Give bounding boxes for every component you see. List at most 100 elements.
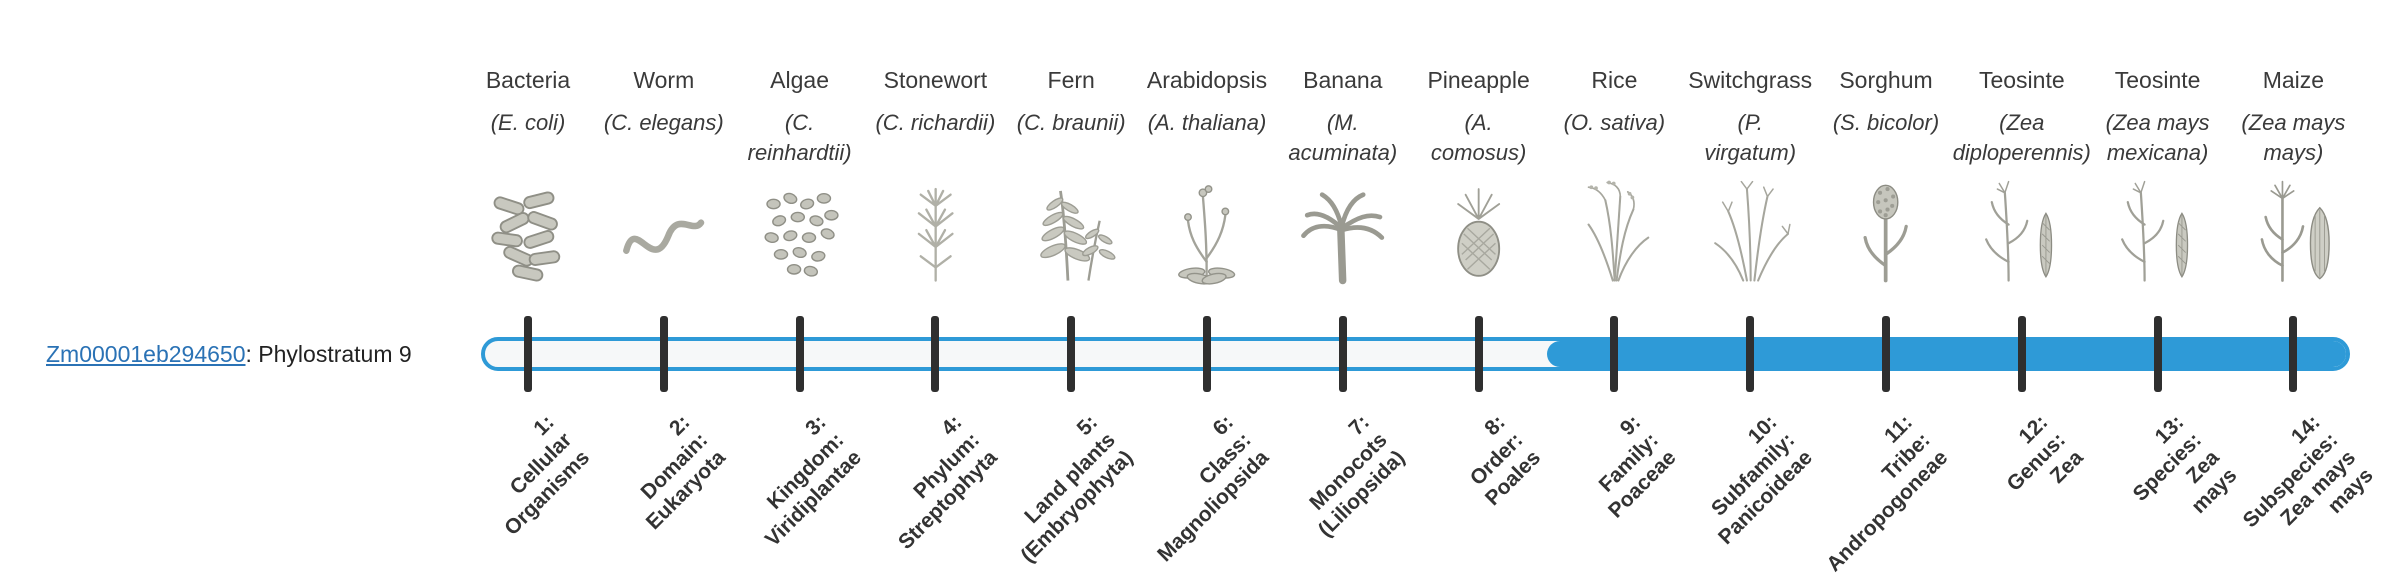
stratum-column: Worm (C. elegans) bbox=[554, 66, 774, 288]
species-line: (C. elegans) bbox=[603, 110, 724, 135]
stratum-column: Sorghum (S. bicolor) bbox=[1776, 66, 1996, 288]
phylostratum-tick bbox=[2289, 316, 2298, 392]
organism-species-name: (C. elegans) bbox=[554, 108, 774, 168]
gene-phylostratum-text: : Phylostratum 9 bbox=[245, 341, 412, 367]
gene-label: Zm00001eb294650: Phylostratum 9 bbox=[46, 341, 412, 368]
organism-name: Fern bbox=[1047, 67, 1095, 93]
phylostratum-tick bbox=[659, 316, 668, 392]
organism-species-name: (P. virgatum) bbox=[1640, 108, 1860, 168]
stage-label: 1: Cellular Organisms bbox=[464, 410, 595, 541]
organism-species-name: (C. richardii) bbox=[825, 108, 1045, 168]
species-line: mays) bbox=[2263, 140, 2324, 165]
species-line: comosus) bbox=[1430, 140, 1527, 165]
organism-name: Teosinte bbox=[2114, 67, 2201, 93]
stage-label: 13: Species: Zea mays bbox=[2111, 410, 2243, 542]
organism-species-name: (S. bicolor) bbox=[1776, 108, 1996, 168]
gene-id-link[interactable]: Zm00001eb294650 bbox=[46, 341, 246, 367]
organism-species-name: (O. sativa) bbox=[1504, 108, 1724, 168]
stage-label: 11: Tribe: Andropogoneae bbox=[1786, 410, 1953, 577]
species-line: mexicana) bbox=[2106, 140, 2209, 165]
organism-name: Banana bbox=[1303, 67, 1383, 93]
stratum-column: Banana (M. acuminata) bbox=[1233, 66, 1453, 288]
phylostratum-tick bbox=[1203, 316, 1211, 392]
organism-species-name: (E. coli) bbox=[418, 108, 638, 168]
arabidopsis-icon bbox=[1097, 170, 1317, 288]
banana-icon bbox=[1233, 170, 1453, 288]
phylostratum-tick bbox=[524, 316, 532, 392]
stage-label: 7: Monocots (Liliopsida) bbox=[1278, 410, 1410, 542]
organism-species-name: (A. thaliana) bbox=[1097, 108, 1317, 168]
stage-label: 3: Kingdom: Viridiplantae bbox=[725, 410, 867, 552]
organism-name: Maize bbox=[2262, 67, 2325, 93]
species-line: (Zea bbox=[1999, 110, 2045, 135]
species-line: (M. bbox=[1326, 110, 1359, 135]
organism-species-name: (Zea diploperennis) bbox=[1912, 108, 2132, 168]
algae-icon bbox=[690, 170, 910, 288]
fern-icon bbox=[961, 170, 1181, 288]
species-line: virgatum) bbox=[1704, 140, 1797, 165]
stratum-column: Maize (Zea mays mays) bbox=[2183, 66, 2400, 288]
species-line: acuminata) bbox=[1288, 140, 1398, 165]
species-line: (O. sativa) bbox=[1563, 110, 1666, 135]
organism-species-name: (A. comosus) bbox=[1369, 108, 1589, 168]
stratum-column: Arabidopsis (A. thaliana) bbox=[1097, 66, 1317, 288]
maize-icon bbox=[2183, 170, 2400, 288]
species-line: (P. bbox=[1737, 110, 1763, 135]
species-line: (E. coli) bbox=[490, 110, 566, 135]
organism-species-name: (Zea mays mays) bbox=[2183, 108, 2400, 168]
switchgrass-icon bbox=[1640, 170, 1860, 288]
phylostratum-tick bbox=[1338, 316, 1347, 392]
organism-name: Teosinte bbox=[1978, 67, 2065, 93]
phylostratum-tick bbox=[1067, 316, 1076, 392]
stratum-column: Fern (C. braunii) bbox=[961, 66, 1181, 288]
stage-label: 9: Family: Poaceae bbox=[1568, 410, 1681, 523]
phylostratum-tick bbox=[1610, 316, 1619, 392]
organism-name: Sorghum bbox=[1839, 67, 1933, 93]
species-line: (C. richardii) bbox=[875, 110, 996, 135]
organism-name: Switchgrass bbox=[1688, 67, 1813, 93]
organism-name: Bacteria bbox=[485, 67, 571, 93]
phylostratum-tick bbox=[931, 316, 940, 392]
phylostratum-tick bbox=[1882, 316, 1890, 392]
species-line: reinhardtii) bbox=[747, 140, 852, 165]
organism-species-name: (Zea mays mexicana) bbox=[2048, 108, 2268, 168]
organism-name: Arabidopsis bbox=[1146, 67, 1268, 93]
teosinte-mexicana-icon bbox=[2048, 170, 2268, 288]
phylostratum-tick bbox=[1746, 316, 1755, 392]
organism-name: Stonewort bbox=[883, 67, 988, 93]
stratum-column: Teosinte (Zea diploperennis) bbox=[1912, 66, 2132, 288]
organism-species-name: (C. reinhardtii) bbox=[690, 108, 910, 168]
stratum-column: Rice (O. sativa) bbox=[1504, 66, 1724, 288]
organism-name: Algae bbox=[770, 67, 829, 93]
stage-label: 5: Land plants (Embryophyta) bbox=[980, 410, 1138, 568]
species-line: (S. bicolor) bbox=[1832, 110, 1940, 135]
organism-species-name: (C. braunii) bbox=[961, 108, 1181, 168]
teosinte-diploperennis-icon bbox=[1912, 170, 2132, 288]
worm-icon bbox=[554, 170, 774, 288]
stage-label: 8: Order: Poales bbox=[1445, 410, 1546, 511]
species-line: (Zea mays bbox=[2241, 110, 2346, 135]
stratum-column: Switchgrass (P. virgatum) bbox=[1640, 66, 1860, 288]
species-line: (C. bbox=[784, 110, 815, 135]
phylostratum-track bbox=[481, 337, 2350, 371]
phylostratum-tick bbox=[795, 316, 804, 392]
rice-icon bbox=[1504, 170, 1724, 288]
sorghum-icon bbox=[1776, 170, 1996, 288]
phylostratum-tick bbox=[2017, 316, 2026, 392]
organism-name: Worm bbox=[633, 67, 695, 93]
bacteria-icon bbox=[418, 170, 638, 288]
stratum-column: Teosinte (Zea mays mexicana) bbox=[2048, 66, 2268, 288]
species-line: (A. thaliana) bbox=[1147, 110, 1267, 135]
stage-label: 14: Subspecies: Zea mays mays bbox=[2220, 410, 2378, 568]
species-line: (Zea mays bbox=[2105, 110, 2210, 135]
stage-label: 2: Domain: Eukaryota bbox=[606, 410, 731, 535]
stage-label: 6: Class: Magnoliopsida bbox=[1117, 410, 1274, 567]
phylostratum-track-fill bbox=[1546, 341, 2346, 367]
phylostratum-tick bbox=[2153, 316, 2162, 392]
organism-name: Pineapple bbox=[1427, 67, 1530, 93]
species-line: (A. bbox=[1464, 110, 1493, 135]
stratum-column: Pineapple (A. comosus) bbox=[1369, 66, 1589, 288]
species-line: diploperennis) bbox=[1952, 140, 2091, 165]
stonewort-icon bbox=[825, 170, 1045, 288]
